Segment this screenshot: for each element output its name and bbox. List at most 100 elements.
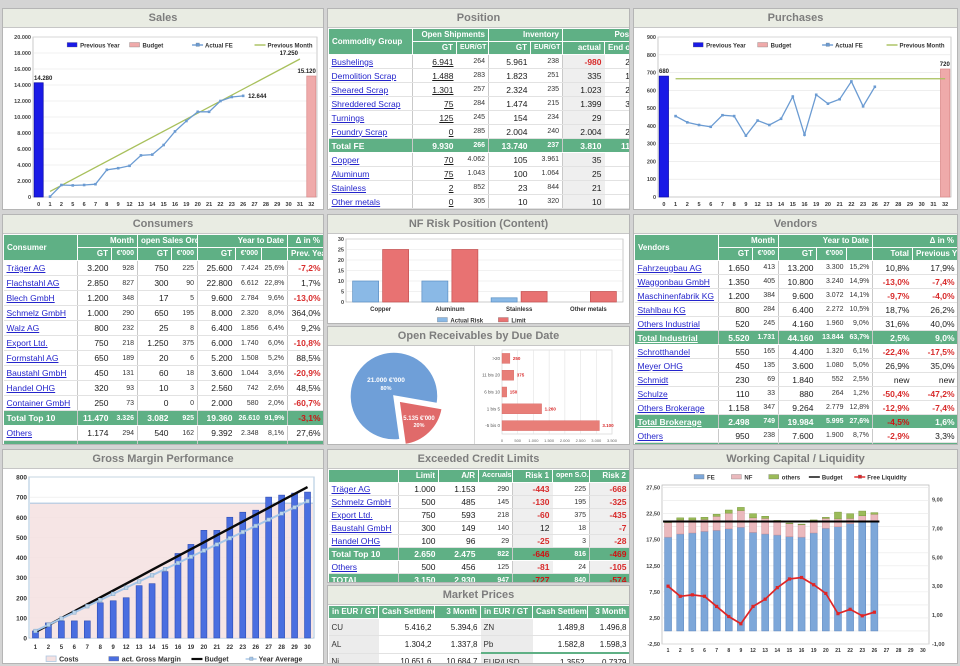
fahrzeugbau-ag-link[interactable]: Fahrzeugbau AG (634, 260, 719, 275)
drilldown-value[interactable]: 125 (412, 110, 457, 125)
maschinenfabrik-kg-link[interactable]: Maschinenfabrik KG (634, 288, 719, 303)
schmelz-gmbh-link[interactable]: Schmelz GmbH (6, 308, 67, 318)
copper-link[interactable]: Copper (328, 152, 413, 167)
baustahl-gmbh-link[interactable]: Baustahl GmbH (331, 523, 392, 533)
waggonbau-gmbh-link[interactable]: Waggonbau GmbH (637, 276, 710, 287)
walz-ag-link[interactable]: Walz AG (3, 320, 78, 336)
foundry-scrap-link[interactable]: Foundry Scrap (331, 126, 388, 137)
sheared-scrap-link[interactable]: Sheared Scrap (331, 84, 389, 95)
bushelings-link[interactable]: Bushelings (331, 56, 374, 67)
others-link[interactable]: Others (331, 562, 358, 572)
others-link[interactable]: Others (637, 430, 664, 441)
cell-value: 1.250 (137, 335, 172, 351)
cell-value: -17,5% (912, 344, 957, 359)
handel-ohg-link[interactable]: Handel OHG (6, 383, 56, 393)
copper-link[interactable]: Copper (331, 154, 360, 165)
col-header: GT (77, 247, 112, 261)
drilldown-value[interactable]: 70 (412, 152, 457, 167)
schrotthandel-link[interactable]: Schrotthandel (637, 346, 690, 357)
drilldown-value[interactable]: 6.941 (412, 54, 457, 69)
others-link[interactable]: Others (6, 428, 33, 438)
maschinenfabrik-kg-link[interactable]: Maschinenfabrik KG (637, 290, 715, 301)
others-industrial-link[interactable]: Others Industrial (634, 316, 719, 331)
drilldown-value[interactable]: 75 (412, 166, 457, 181)
others-link[interactable]: Others (328, 560, 399, 574)
export-ltd-link[interactable]: Export Ltd. (328, 508, 399, 522)
svg-text:5: 5 (71, 202, 74, 208)
cell-value: 1.023 (562, 82, 605, 97)
blech-gmbh-link[interactable]: Blech GmbH (3, 290, 78, 306)
schmidt-link[interactable]: Schmidt (637, 374, 669, 385)
export-ltd-link[interactable]: Export Ltd. (3, 335, 78, 351)
drilldown-value[interactable]: 0 (412, 124, 457, 139)
other-metals-link[interactable]: Other metals (331, 196, 381, 207)
stahlbau-kg-link[interactable]: Stahlbau KG (634, 302, 719, 317)
export-ltd-link[interactable]: Export Ltd. (331, 510, 373, 520)
schulze-link[interactable]: Schulze (637, 388, 668, 399)
baustahl-gmbh-link[interactable]: Baustahl GmbH (6, 368, 67, 378)
drilldown-value[interactable]: 1.301 (412, 82, 457, 97)
shreddered-scrap-link[interactable]: Shreddered Scrap (328, 96, 413, 111)
credit-limits-panel: Exceeded Credit Limits Limit A/R Accruals R… (327, 449, 630, 583)
demolition-scrap-link[interactable]: Demolition Scrap (328, 68, 413, 83)
stainless-link[interactable]: Stainless (328, 180, 413, 195)
svg-text:1.500: 1.500 (544, 438, 555, 443)
container-gmbh-link[interactable]: Container GmbH (6, 398, 71, 408)
demolition-scrap-link[interactable]: Demolition Scrap (331, 70, 397, 81)
tr-ger-ag-link[interactable]: Träger AG (331, 484, 371, 494)
tr-ger-ag-link[interactable]: Träger AG (3, 260, 78, 276)
turnings-link[interactable]: Turnings (331, 112, 365, 123)
tr-ger-ag-link[interactable]: Träger AG (6, 263, 46, 273)
blech-gmbh-link[interactable]: Blech GmbH (6, 293, 55, 303)
schmelz-gmbh-link[interactable]: Schmelz GmbH (331, 497, 392, 507)
flachstahl-ag-link[interactable]: Flachstahl AG (3, 275, 78, 291)
export-ltd-link[interactable]: Export Ltd. (6, 338, 48, 348)
others-industrial-link[interactable]: Others Industrial (637, 318, 700, 329)
svg-text:500: 500 (647, 106, 656, 112)
aluminum-link[interactable]: Aluminum (331, 168, 370, 179)
schulze-link[interactable]: Schulze (634, 386, 719, 401)
cell-value: 35,0% (912, 358, 957, 373)
fahrzeugbau-ag-link[interactable]: Fahrzeugbau AG (637, 262, 702, 273)
schmidt-link[interactable]: Schmidt (634, 372, 719, 387)
other-metals-link[interactable]: Other metals (328, 194, 413, 209)
tr-ger-ag-link[interactable]: Träger AG (328, 482, 399, 496)
formstahl-ag-link[interactable]: Formstahl AG (3, 350, 78, 366)
drilldown-value[interactable]: 2 (412, 180, 457, 195)
bushelings-link[interactable]: Bushelings (328, 54, 413, 69)
walz-ag-link[interactable]: Walz AG (6, 323, 40, 333)
sheared-scrap-link[interactable]: Sheared Scrap (328, 82, 413, 97)
container-gmbh-link[interactable]: Container GmbH (3, 395, 78, 411)
waggonbau-gmbh-link[interactable]: Waggonbau GmbH (634, 274, 719, 289)
formstahl-ag-link[interactable]: Formstahl AG (6, 353, 59, 363)
schmelz-gmbh-link[interactable]: Schmelz GmbH (328, 495, 399, 509)
drilldown-value[interactable]: 1.488 (412, 68, 457, 83)
others-link[interactable]: Others (634, 428, 719, 443)
turnings-link[interactable]: Turnings (328, 110, 413, 125)
drilldown-value[interactable]: 0 (412, 194, 457, 209)
flachstahl-ag-link[interactable]: Flachstahl AG (6, 278, 60, 288)
handel-ohg-link[interactable]: Handel OHG (3, 380, 78, 396)
drilldown-value[interactable]: 75 (412, 96, 457, 111)
svg-text:600: 600 (16, 515, 27, 522)
handel-ohg-link[interactable]: Handel OHG (328, 534, 399, 548)
cell-value: 742 (235, 380, 262, 396)
meyer-ohg-link[interactable]: Meyer OHG (637, 360, 683, 371)
shreddered-scrap-link[interactable]: Shreddered Scrap (331, 98, 401, 109)
meyer-ohg-link[interactable]: Meyer OHG (634, 358, 719, 373)
others-brokerage-link[interactable]: Others Brokerage (637, 402, 705, 413)
others-link[interactable]: Others (3, 425, 78, 441)
schmelz-gmbh-link[interactable]: Schmelz GmbH (3, 305, 78, 321)
handel-ohg-link[interactable]: Handel OHG (331, 536, 381, 546)
cell-value: 2,5% (872, 330, 913, 345)
baustahl-gmbh-link[interactable]: Baustahl GmbH (3, 365, 78, 381)
cell-value: -28 (589, 534, 629, 548)
baustahl-gmbh-link[interactable]: Baustahl GmbH (328, 521, 399, 535)
aluminum-link[interactable]: Aluminum (328, 166, 413, 181)
others-brokerage-link[interactable]: Others Brokerage (634, 400, 719, 415)
stainless-link[interactable]: Stainless (331, 182, 367, 193)
cell-value: 149 (438, 521, 479, 535)
stahlbau-kg-link[interactable]: Stahlbau KG (637, 304, 686, 315)
schrotthandel-link[interactable]: Schrotthandel (634, 344, 719, 359)
foundry-scrap-link[interactable]: Foundry Scrap (328, 124, 413, 139)
